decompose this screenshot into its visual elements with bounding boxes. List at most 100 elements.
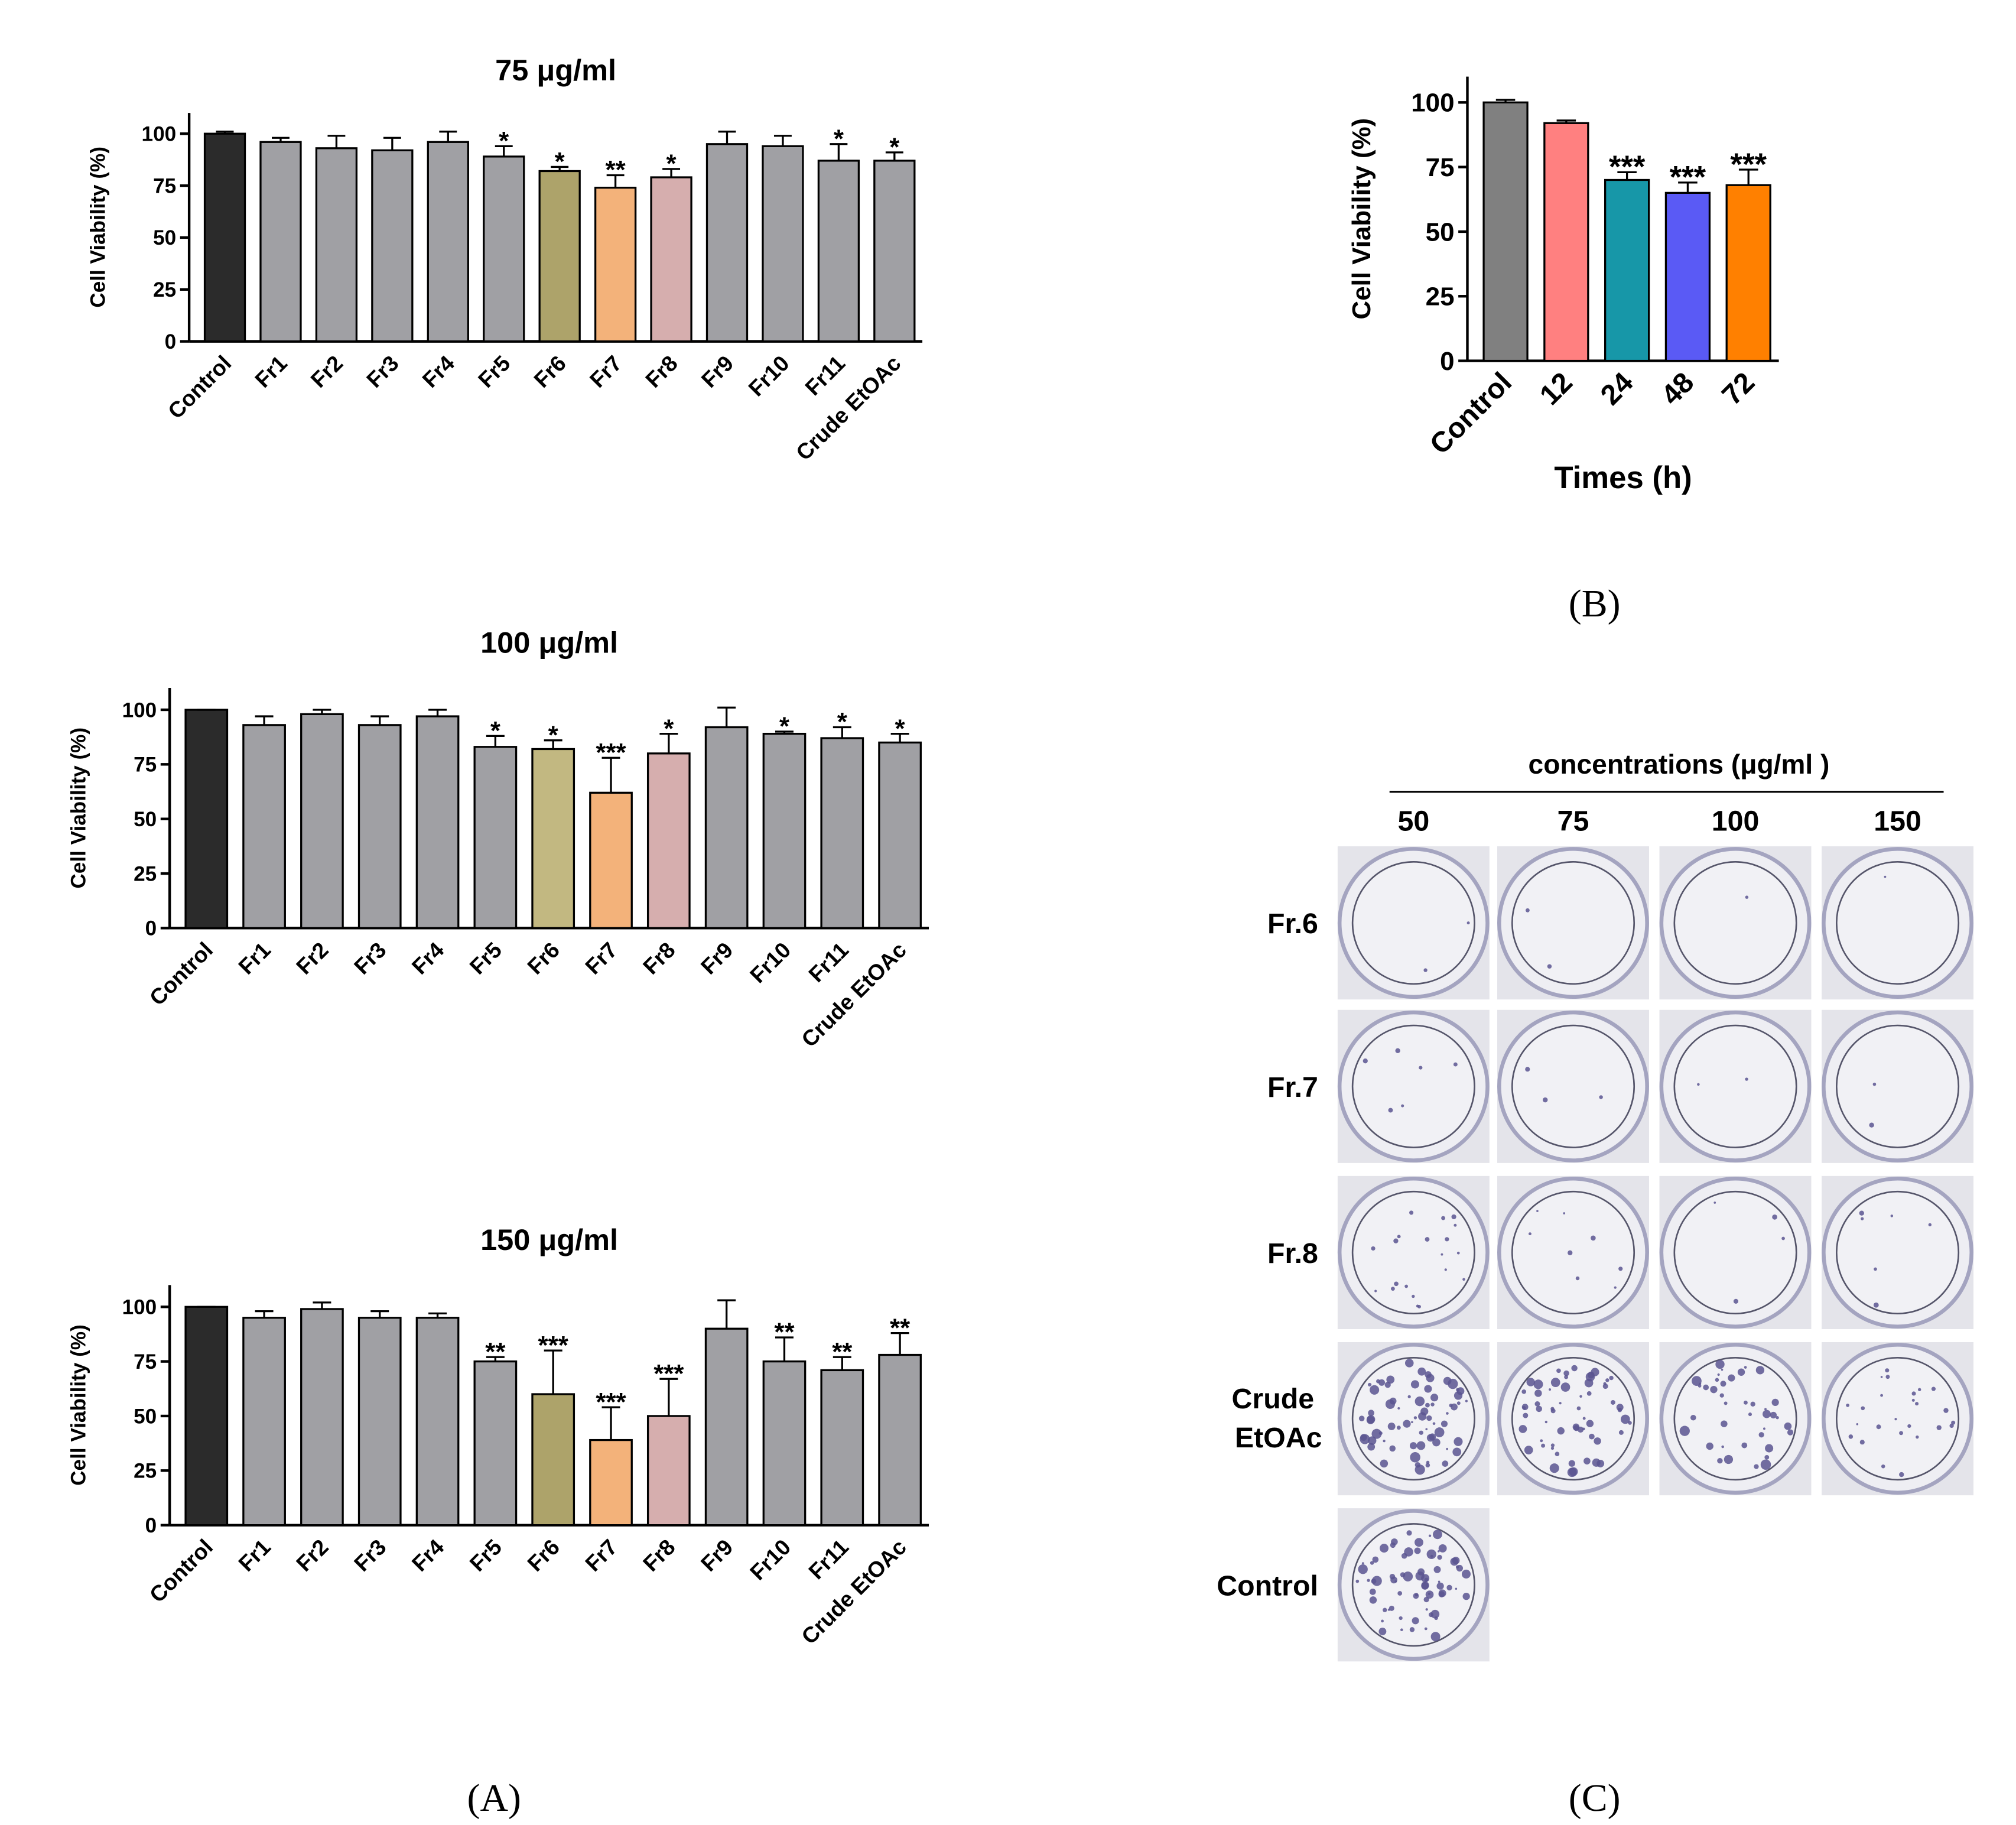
colony-photo — [1822, 846, 1974, 1000]
error-bar — [775, 730, 794, 734]
colony — [1444, 1268, 1447, 1271]
colony — [1781, 1236, 1785, 1241]
bar — [300, 1308, 344, 1527]
colony — [1456, 1251, 1460, 1255]
significance-label: * — [664, 714, 674, 743]
error-bar — [495, 145, 513, 157]
row-label: Fr.6 — [1267, 908, 1318, 940]
colony — [1550, 1407, 1555, 1411]
error-bar — [830, 143, 848, 161]
colony — [1620, 1414, 1630, 1424]
colony — [1358, 1415, 1365, 1421]
colony — [1451, 1214, 1456, 1220]
y-tick-label: 100 — [142, 123, 177, 146]
y-tick-label: 0 — [145, 917, 157, 940]
colony — [1765, 1444, 1774, 1453]
colony — [1859, 1440, 1865, 1445]
colony — [1423, 1596, 1429, 1603]
colony — [1525, 1067, 1530, 1072]
significance-label: ** — [774, 1318, 795, 1347]
y-axis-label: Cell Viability (%) — [67, 728, 90, 889]
colony — [1618, 1267, 1623, 1271]
colony — [1378, 1628, 1387, 1635]
colony — [1715, 1359, 1725, 1369]
colony — [1372, 1556, 1379, 1563]
colony — [1425, 1428, 1428, 1431]
bar — [650, 176, 692, 343]
x-tick-label: Fr7 — [580, 1534, 622, 1576]
colony — [1428, 1534, 1432, 1537]
error-bar — [551, 165, 569, 171]
colony — [1594, 1437, 1601, 1445]
bar — [705, 143, 749, 343]
bar — [357, 1317, 402, 1527]
x-tick-label: Fr11 — [800, 350, 850, 400]
error-bar — [606, 174, 625, 188]
colony-photo — [1337, 1342, 1490, 1496]
colony — [1407, 1395, 1411, 1398]
colony — [1856, 1423, 1859, 1425]
colony — [1446, 1412, 1449, 1415]
x-tick-label: Fr5 — [464, 937, 506, 979]
colony — [1743, 1400, 1748, 1405]
colony — [1559, 1402, 1562, 1405]
colony — [1884, 875, 1887, 878]
colony — [1363, 1058, 1368, 1064]
colony — [1409, 1210, 1414, 1215]
colony — [1434, 1616, 1438, 1621]
significance-label: * — [555, 147, 565, 176]
bar — [820, 1369, 864, 1527]
colony — [1430, 1632, 1441, 1642]
colony — [1370, 1561, 1374, 1565]
colony — [1416, 1304, 1419, 1308]
colony — [1415, 1396, 1425, 1407]
colony — [1571, 1365, 1578, 1372]
colony — [1760, 1459, 1771, 1470]
bar — [538, 170, 581, 343]
x-tick-label: 48 — [1655, 366, 1700, 411]
x-tick-label: Fr5 — [473, 350, 515, 392]
colony — [1733, 1298, 1739, 1304]
colony — [1911, 1391, 1916, 1396]
y-tick-label: 75 — [153, 174, 176, 197]
colony — [1583, 1457, 1591, 1464]
colony — [1442, 1460, 1449, 1467]
colony — [1454, 1437, 1463, 1446]
colony — [1690, 1414, 1696, 1421]
colony — [1873, 1302, 1879, 1308]
colony — [1568, 1460, 1575, 1467]
colony — [1406, 1530, 1412, 1536]
colony — [1544, 1420, 1547, 1424]
error-bar — [255, 715, 274, 725]
colony — [1555, 1451, 1560, 1457]
colony — [1549, 1463, 1559, 1473]
colony — [1567, 1467, 1577, 1477]
colony-photo — [1822, 1175, 1974, 1330]
colony — [1419, 1430, 1423, 1435]
colony — [1381, 1619, 1384, 1623]
colony — [1776, 1416, 1779, 1420]
colony — [1441, 1253, 1443, 1256]
colony — [1443, 1376, 1452, 1385]
colony — [1465, 1399, 1468, 1402]
colony — [1599, 1095, 1603, 1099]
colony-photo — [1337, 846, 1490, 1000]
colony — [1710, 1385, 1718, 1394]
colony — [1453, 1062, 1458, 1067]
colony — [1394, 1281, 1399, 1287]
significance-label: * — [834, 124, 844, 153]
well-inner — [1351, 1357, 1475, 1481]
y-tick-label: 50 — [1426, 217, 1455, 246]
colony — [1557, 1427, 1565, 1435]
colony — [1550, 1443, 1555, 1447]
colony — [1719, 1393, 1724, 1398]
significance-label: *** — [1609, 150, 1646, 184]
bar — [820, 737, 864, 930]
colony — [1525, 908, 1530, 912]
colony — [1541, 1443, 1546, 1448]
bar — [415, 715, 460, 930]
colony — [1754, 1464, 1759, 1469]
x-tick-label: Fr5 — [464, 1534, 506, 1576]
well-inner — [1511, 1357, 1635, 1481]
colony — [1609, 1375, 1614, 1381]
